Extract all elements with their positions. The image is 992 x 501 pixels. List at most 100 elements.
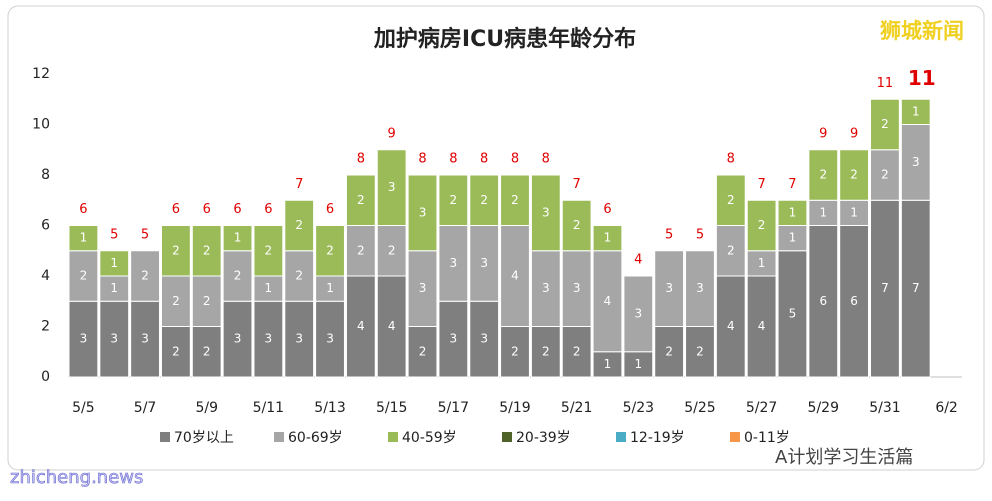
segment-label: 2 xyxy=(203,344,211,358)
legend-label: 20-39岁 xyxy=(516,430,571,446)
segment-label: 2 xyxy=(172,294,180,308)
bar-segment xyxy=(438,174,469,226)
segment-label: 1 xyxy=(850,205,858,219)
legend-label: 70岁以上 xyxy=(174,430,234,446)
bar-segment xyxy=(68,225,99,252)
segment-label: 2 xyxy=(881,117,889,131)
segment-label: 3 xyxy=(419,281,427,295)
legend-label: 40-59岁 xyxy=(402,430,457,446)
bar-segment xyxy=(130,300,160,378)
segment-label: 3 xyxy=(326,332,334,346)
x-tick-label: 5/7 xyxy=(134,400,157,416)
x-tick-label: 5/9 xyxy=(195,400,218,416)
segment-label: 3 xyxy=(696,281,704,295)
bar-segment xyxy=(469,300,500,378)
total-label: 6 xyxy=(203,202,211,217)
segment-label: 2 xyxy=(295,269,303,283)
bar-segment xyxy=(839,199,870,226)
segment-label: 2 xyxy=(326,243,334,257)
total-label: 6 xyxy=(172,202,180,217)
segment-label: 4 xyxy=(388,319,396,333)
x-tick-label: 5/17 xyxy=(438,400,469,416)
segment-label: 3 xyxy=(450,256,458,270)
total-label: 7 xyxy=(295,177,303,192)
segment-label: 4 xyxy=(727,319,735,333)
bar-segment xyxy=(284,199,315,252)
bar-segment xyxy=(715,174,746,226)
bar-segment xyxy=(746,275,777,378)
segment-label: 3 xyxy=(234,332,242,346)
segment-label: 2 xyxy=(141,269,149,283)
bar-segment xyxy=(130,250,160,302)
bar-segment xyxy=(345,225,376,277)
bar-segment xyxy=(469,174,500,226)
bar-segment xyxy=(900,199,931,378)
total-label: 5 xyxy=(110,227,118,242)
total-label: 9 xyxy=(850,126,858,141)
bar-segment xyxy=(530,326,561,378)
y-tick-label: 10 xyxy=(32,117,50,133)
bar-segment xyxy=(222,225,253,252)
total-label: 8 xyxy=(542,152,550,167)
segment-label: 1 xyxy=(634,357,642,371)
segment-label: 1 xyxy=(234,231,242,245)
bar-segment xyxy=(191,326,222,378)
segment-label: 2 xyxy=(758,218,766,232)
segment-label: 2 xyxy=(203,294,211,308)
bar-segment xyxy=(284,250,315,302)
segment-label: 1 xyxy=(110,281,118,295)
x-tick-label: 5/21 xyxy=(561,400,592,416)
segment-label: 3 xyxy=(634,306,642,320)
total-label: 5 xyxy=(696,227,704,242)
total-label: 9 xyxy=(819,126,827,141)
segment-label: 3 xyxy=(265,332,273,346)
segment-label: 2 xyxy=(665,344,673,358)
x-tick-label: 5/31 xyxy=(869,400,900,416)
bar-segment xyxy=(345,174,376,226)
x-tick-label: 5/15 xyxy=(376,400,407,416)
bar-segment xyxy=(592,225,623,252)
watermark: zhicheng.news xyxy=(10,467,143,488)
bar-segment xyxy=(222,300,253,378)
segment-label: 3 xyxy=(542,205,550,219)
total-label: 8 xyxy=(727,152,735,167)
bar-segment xyxy=(407,174,438,252)
bar-segment xyxy=(284,300,315,378)
segment-label: 4 xyxy=(357,319,365,333)
legend-swatch xyxy=(274,432,284,442)
bar-segment xyxy=(530,174,561,252)
total-label: 6 xyxy=(79,202,87,217)
segment-label: 1 xyxy=(789,205,797,219)
segment-label: 2 xyxy=(419,344,427,358)
bar-segment xyxy=(407,326,438,378)
watermark: A计划学习生活篇 xyxy=(775,447,913,468)
legend-swatch xyxy=(730,432,740,442)
segment-label: 3 xyxy=(542,281,550,295)
total-label: 5 xyxy=(141,227,149,242)
segment-label: 3 xyxy=(665,281,673,295)
segment-label: 2 xyxy=(234,269,242,283)
bar-segment xyxy=(561,199,592,252)
segment-label: 7 xyxy=(881,281,889,295)
segment-label: 1 xyxy=(912,104,920,118)
bar-segment xyxy=(746,199,777,252)
segment-label: 2 xyxy=(542,344,550,358)
segment-label: 3 xyxy=(480,256,488,270)
bar-segment xyxy=(376,149,407,226)
segment-label: 2 xyxy=(819,168,827,182)
segment-label: 6 xyxy=(850,294,858,308)
bar-segment xyxy=(685,250,715,327)
bar-segment xyxy=(777,250,808,378)
x-tick-label: 5/25 xyxy=(684,400,715,416)
y-tick-label: 12 xyxy=(32,66,50,82)
total-label: 6 xyxy=(233,202,241,217)
bar-segment xyxy=(315,225,345,277)
total-label: 11 xyxy=(908,66,936,90)
segment-label: 1 xyxy=(758,256,766,270)
bar-segment xyxy=(99,275,130,302)
segment-label: 6 xyxy=(819,294,827,308)
bar-segment xyxy=(160,225,191,277)
segment-label: 2 xyxy=(480,193,488,207)
segment-label: 2 xyxy=(172,243,180,257)
